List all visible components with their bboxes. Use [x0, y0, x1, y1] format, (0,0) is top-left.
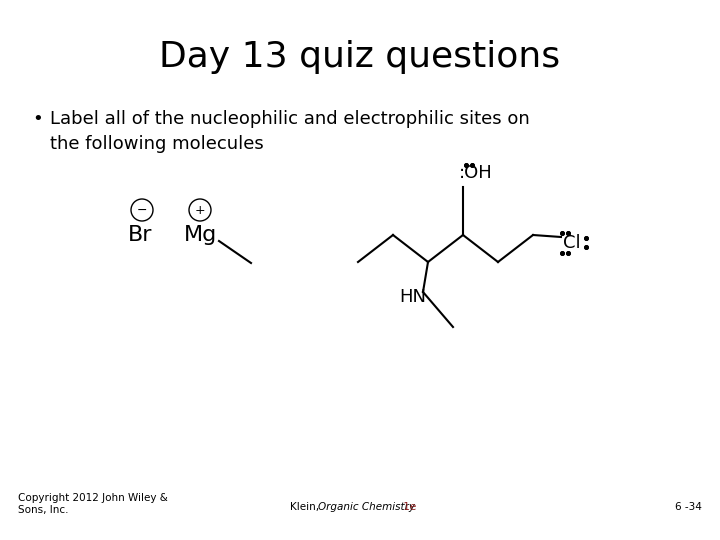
Text: HN: HN — [399, 288, 426, 306]
Text: Copyright 2012 John Wiley &
Sons, Inc.: Copyright 2012 John Wiley & Sons, Inc. — [18, 494, 168, 515]
Text: Cl: Cl — [563, 234, 580, 252]
Text: Label all of the nucleophilic and electrophilic sites on
the following molecules: Label all of the nucleophilic and electr… — [50, 110, 530, 153]
Text: 1e: 1e — [400, 502, 416, 512]
Text: Day 13 quiz questions: Day 13 quiz questions — [159, 40, 561, 74]
Text: :OH: :OH — [459, 164, 492, 182]
Text: +: + — [194, 204, 205, 217]
Text: Mg: Mg — [184, 225, 217, 245]
Text: Organic Chemistry: Organic Chemistry — [318, 502, 415, 512]
Text: 6 -34: 6 -34 — [675, 502, 702, 512]
Text: Klein,: Klein, — [290, 502, 323, 512]
Text: −: − — [137, 204, 148, 217]
Text: Br: Br — [128, 225, 153, 245]
Text: •: • — [32, 110, 42, 128]
